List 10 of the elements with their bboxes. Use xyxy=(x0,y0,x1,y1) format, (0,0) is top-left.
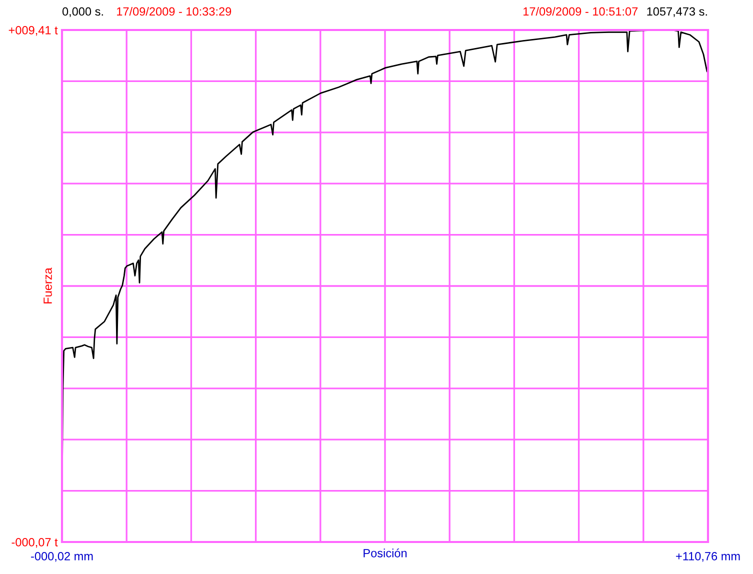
y-axis-title: Fuerza xyxy=(44,268,52,304)
y-tick-label: +009,41 t xyxy=(8,26,58,36)
text: 0,000 s. xyxy=(62,7,103,18)
text: 1057,473 s. xyxy=(647,7,707,18)
x-tick-label: -000,02 mm xyxy=(31,552,93,562)
y-tick-label: -000,07 t xyxy=(12,538,58,548)
text: 17/09/2009 - 10:33:29 xyxy=(117,6,232,16)
x-tick-label: +110,76 mm xyxy=(676,552,740,562)
text: 17/09/2009 - 10:51:07 xyxy=(524,6,638,16)
x-axis-title: Posición xyxy=(364,548,407,558)
